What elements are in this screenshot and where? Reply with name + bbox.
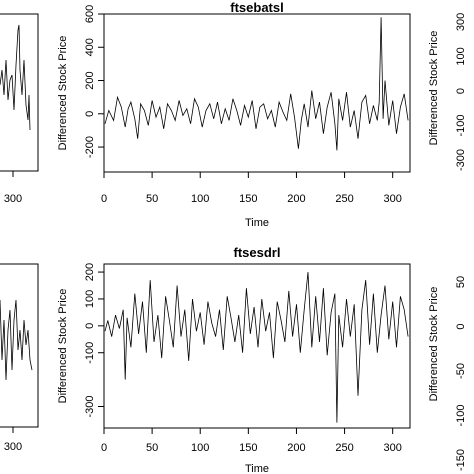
right-partial-ytick-label: 50 — [455, 276, 467, 288]
plot-frame — [103, 13, 411, 173]
x-tick-label: 0 — [101, 193, 107, 205]
left-top-plot-frame — [0, 13, 39, 172]
panel-ftsesdrl: ftsesdrl 0 50 100 150 200 250 300 -300 -100 0 100 20… — [57, 245, 411, 474]
right-partial-ytick-label: 0 — [455, 88, 467, 94]
y-tick-label: 600 — [84, 5, 96, 23]
right-top-ylabel: Differenced Stock Price — [428, 31, 440, 146]
right-partial-ytick-label: -300 — [455, 149, 467, 171]
panel-ftsebatsl: ftsebatsl 0 50 100 150 200 250 300 -200 0 200 400 60… — [57, 0, 411, 229]
left-bottom-xtick-label: 300 — [4, 441, 22, 453]
series-line — [104, 17, 409, 151]
x-tick-label: 200 — [287, 442, 305, 454]
x-tick-label: 100 — [191, 193, 209, 205]
x-tick-label: 250 — [335, 193, 353, 205]
left-top-xtick-label: 300 — [4, 193, 22, 205]
x-axis-label: Time — [245, 463, 269, 474]
right-partial-ytick-label: -150 — [455, 449, 467, 471]
x-tick-label: 50 — [146, 442, 158, 454]
y-tick-label: 200 — [84, 71, 96, 89]
x-tick-label: 0 — [101, 442, 107, 454]
left-bottom-partial-series — [0, 299, 33, 381]
y-tick-label: 100 — [84, 290, 96, 308]
plot-frame — [103, 263, 411, 429]
right-bottom-ylabel: Differenced Stock Price — [428, 287, 440, 402]
y-tick-label: 400 — [84, 38, 96, 56]
x-tick-label: 150 — [239, 442, 257, 454]
y-tick-label: 0 — [84, 111, 96, 117]
chart-title: ftsesdrl — [234, 245, 281, 260]
y-tick-label: 200 — [84, 263, 96, 281]
left-bottom-partial-panel: 300 — [0, 263, 39, 453]
right-partial-ytick-label: 100 — [455, 47, 467, 65]
x-tick-label: 250 — [335, 442, 353, 454]
y-tick-label: -100 — [84, 342, 96, 364]
x-tick-label: 50 — [146, 193, 158, 205]
left-bottom-plot-frame — [0, 263, 39, 428]
x-tick-label: 300 — [383, 193, 401, 205]
chart-title: ftsebatsl — [230, 0, 283, 15]
series-line — [104, 272, 409, 423]
y-axis-label: Differenced Stock Price — [57, 289, 69, 404]
y-tick-label: 0 — [84, 323, 96, 329]
x-axis-label: Time — [245, 217, 269, 229]
right-partial-ytick-label: 300 — [455, 13, 467, 31]
x-tick-label: 300 — [383, 442, 401, 454]
right-bottom-partial-panel: Differenced Stock Price 50 0 -50 -100 -150 — [428, 276, 467, 471]
y-tick-label: -200 — [84, 136, 96, 158]
right-partial-ytick-label: -50 — [455, 363, 467, 379]
y-tick-label: -300 — [84, 395, 96, 417]
right-top-partial-panel: Differenced Stock Price 300 100 0 -100 -300 — [428, 13, 467, 171]
left-top-partial-series — [0, 24, 31, 131]
right-partial-ytick-label: -100 — [455, 114, 467, 136]
x-tick-label: 150 — [239, 193, 257, 205]
y-axis-label: Differenced Stock Price — [57, 36, 69, 151]
x-tick-label: 200 — [287, 193, 305, 205]
x-tick-label: 100 — [191, 442, 209, 454]
left-top-partial-panel: 300 — [0, 13, 39, 205]
right-partial-ytick-label: -100 — [455, 404, 467, 426]
right-partial-ytick-label: 0 — [455, 323, 467, 329]
